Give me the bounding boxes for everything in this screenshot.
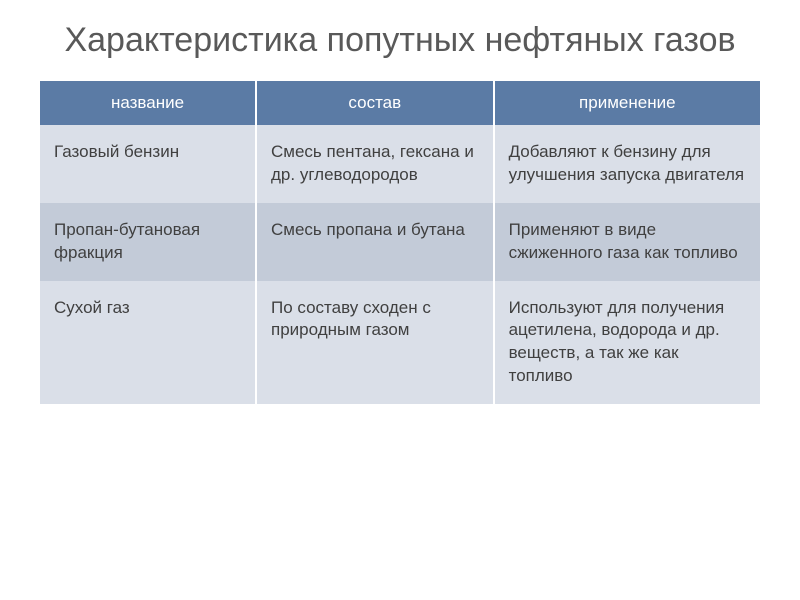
header-name: название [40,81,256,125]
cell-composition: Смесь пентана, гексана и др. углеводород… [256,125,494,203]
table-row: Пропан-бутановая фракция Смесь пропана и… [40,203,760,281]
cell-composition: Смесь пропана и бутана [256,203,494,281]
cell-name: Газовый бензин [40,125,256,203]
gas-characteristics-table: название состав применение Газовый бензи… [40,81,760,405]
header-composition: состав [256,81,494,125]
table-row: Сухой газ По составу сходен с природным … [40,281,760,405]
cell-name: Сухой газ [40,281,256,405]
slide: Характеристика попутных нефтяных газов н… [0,0,800,600]
table-row: Газовый бензин Смесь пентана, гексана и … [40,125,760,203]
cell-usage: Добавляют к бензину для улучшения запуск… [494,125,760,203]
cell-usage: Применяют в виде сжиженного газа как топ… [494,203,760,281]
header-usage: применение [494,81,760,125]
slide-title: Характеристика попутных нефтяных газов [40,20,760,61]
cell-name: Пропан-бутановая фракция [40,203,256,281]
cell-usage: Используют для получения ацетилена, водо… [494,281,760,405]
cell-composition: По составу сходен с природным газом [256,281,494,405]
table-header-row: название состав применение [40,81,760,125]
